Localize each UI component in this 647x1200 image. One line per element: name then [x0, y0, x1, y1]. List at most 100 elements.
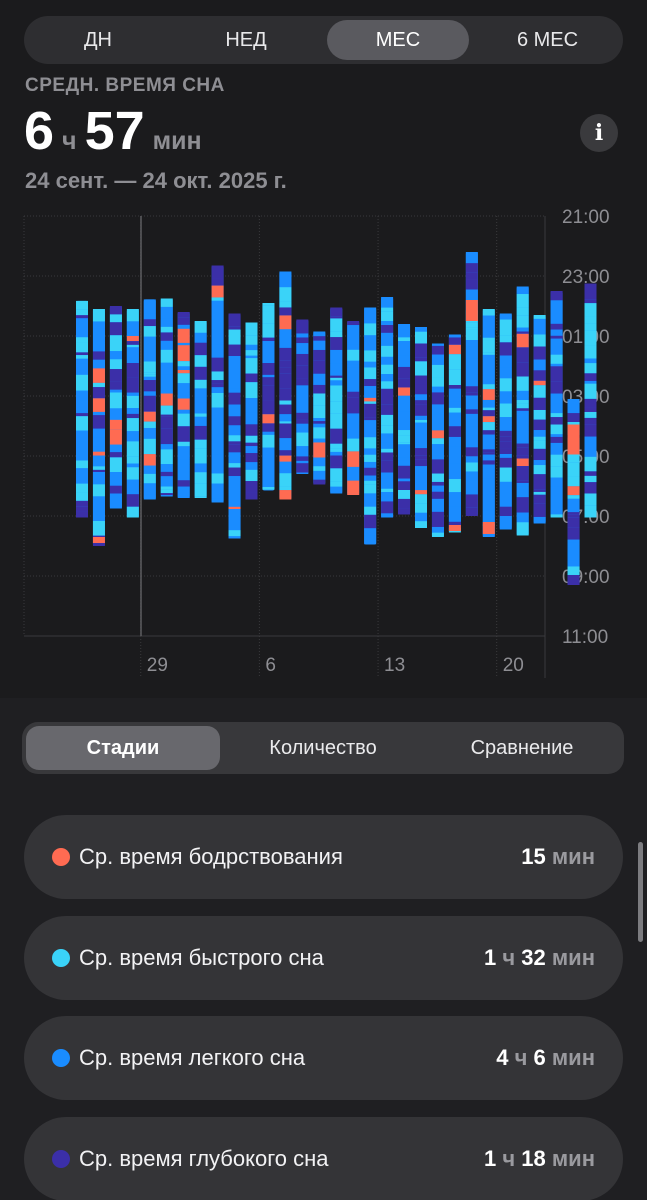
sleep-stage-segment	[465, 447, 478, 457]
sleep-stage-segment	[92, 382, 105, 388]
stat-deep[interactable]: Ср. время глубокого сна 1 ч 18 мин	[24, 1117, 623, 1200]
sleep-stage-segment	[194, 439, 207, 449]
sleep-stage-segment	[381, 345, 394, 357]
sleep-stage-segment	[533, 315, 546, 319]
sleep-stage-segment	[109, 457, 122, 473]
sleep-stage-segment	[160, 340, 173, 350]
sleep-stage-segment	[262, 303, 275, 306]
sleep-stage-segment	[398, 508, 411, 515]
sleep-stage-segment	[567, 542, 580, 546]
sleep-stage-segment	[313, 349, 326, 361]
sleep-stage-segment	[431, 473, 444, 482]
sleep-stage-segment	[330, 375, 343, 378]
sleep-stage-segment	[398, 387, 411, 396]
tab-week[interactable]: НЕД	[225, 29, 267, 51]
sleep-stage-segment	[533, 419, 546, 431]
sleep-stage-segment	[584, 380, 597, 384]
sleep-stage-segment	[465, 322, 478, 328]
sleep-stage-segment	[567, 574, 580, 585]
sleep-stage-segment	[431, 364, 444, 378]
sleep-stage-segment	[516, 486, 529, 498]
sleep-stage-segment	[448, 369, 461, 386]
sleep-stage-segment	[431, 386, 444, 391]
sleep-stage-segment	[76, 352, 88, 356]
sleep-stage-segment	[143, 454, 156, 466]
sleep-stage-segment	[482, 416, 495, 423]
sleep-stage-segment	[499, 467, 512, 482]
sleep-stage-segment	[228, 452, 241, 464]
tab-month[interactable]: МЕС	[327, 20, 469, 60]
sleep-stage-segment	[177, 480, 190, 487]
sleep-stage-segment	[313, 393, 326, 406]
sleep-stage-segment	[431, 392, 444, 405]
sleep-stage-segment	[381, 448, 394, 453]
sleep-stage-segment	[211, 357, 224, 372]
tab-comparison[interactable]: Сравнение	[470, 737, 574, 759]
sleep-stage-segment	[431, 511, 444, 527]
sleep-stage-segment	[313, 336, 326, 341]
tab-stages[interactable]: Стадии	[26, 726, 220, 770]
sleep-stage-segment	[160, 374, 173, 388]
sleep-stage-segment	[364, 403, 377, 418]
sleep-stage-segment	[76, 390, 88, 401]
sleep-stage-segment	[398, 478, 411, 482]
tab-day[interactable]: ДН	[84, 29, 112, 51]
sleep-stage-segment	[533, 503, 546, 517]
sleep-stage-segment	[109, 452, 122, 458]
sleep-stage-segment	[499, 448, 512, 454]
sleep-stage-segment	[228, 463, 241, 468]
sleep-stage-segment	[398, 442, 411, 445]
sleep-stage-segment	[245, 446, 258, 454]
sleep-stage-segment	[415, 459, 427, 467]
sleep-stage-segment	[160, 489, 173, 494]
sleep-stage-segment	[279, 490, 292, 500]
tab-amount[interactable]: Количество	[269, 737, 377, 759]
sleep-stage-segment	[415, 361, 427, 376]
sleep-stage-segment	[550, 335, 563, 339]
sleep-stage-segment	[177, 317, 190, 325]
sleep-stage-segment	[279, 455, 292, 462]
sleep-stage-segment	[364, 506, 377, 515]
sleep-stage-segment	[279, 388, 292, 401]
sleep-stage-segment	[76, 492, 88, 501]
sleep-stage-segment	[279, 367, 292, 374]
sleep-stage-segment	[76, 337, 88, 343]
info-icon[interactable]: i	[580, 114, 618, 152]
sleep-stage-segment	[92, 512, 105, 521]
sleep-stage-segment	[76, 500, 88, 507]
stat-core[interactable]: Ср. время легкого сна 4 ч 6 мин	[24, 1016, 623, 1100]
sleep-stage-segment	[160, 306, 173, 319]
stat-awake[interactable]: Ср. время бодрствования 15 мин	[24, 815, 623, 899]
sleep-stage-segment	[245, 355, 258, 359]
sleep-stage-segment	[584, 424, 597, 437]
sleep-stage-segment	[194, 416, 207, 426]
sleep-stage-segment	[211, 329, 224, 345]
sleep-stage-segment	[279, 400, 292, 405]
sleep-stage-segment	[448, 506, 461, 522]
sleep-stage-segment	[245, 469, 258, 482]
sleep-stage-segment	[465, 327, 478, 330]
sleep-stage-segment	[194, 402, 207, 410]
sleep-stage-segment	[381, 297, 394, 308]
sleep-stage-segment	[347, 438, 360, 452]
sleep-stage-segment	[516, 327, 529, 332]
sleep-stage-segment	[279, 271, 292, 288]
sleep-stage-segment	[584, 345, 597, 359]
sleep-stage-segment	[92, 398, 105, 412]
sleep-stages-chart[interactable]: 21:0023:0001:0003:0005:0007:0009:0011:00…	[0, 198, 647, 688]
sleep-stage-segment	[330, 377, 343, 381]
sleep-stage-segment	[381, 307, 394, 312]
sleep-stage-segment	[398, 355, 411, 367]
sleep-stage-segment	[211, 383, 224, 388]
scrollbar[interactable]	[638, 842, 643, 942]
sleep-stage-segment	[550, 514, 563, 518]
sleep-stage-segment	[584, 471, 597, 476]
sleep-stage-segment	[228, 356, 241, 369]
sleep-stage-segment	[533, 489, 546, 492]
tab-6-months[interactable]: 6 МЕС	[516, 29, 579, 51]
stat-rem[interactable]: Ср. время быстрого сна 1 ч 32 мин	[24, 916, 623, 1000]
sleep-stage-segment	[160, 449, 173, 465]
sleep-stage-segment	[330, 349, 343, 364]
sleep-stage-segment	[160, 486, 173, 490]
sleep-stage-segment	[364, 386, 377, 398]
